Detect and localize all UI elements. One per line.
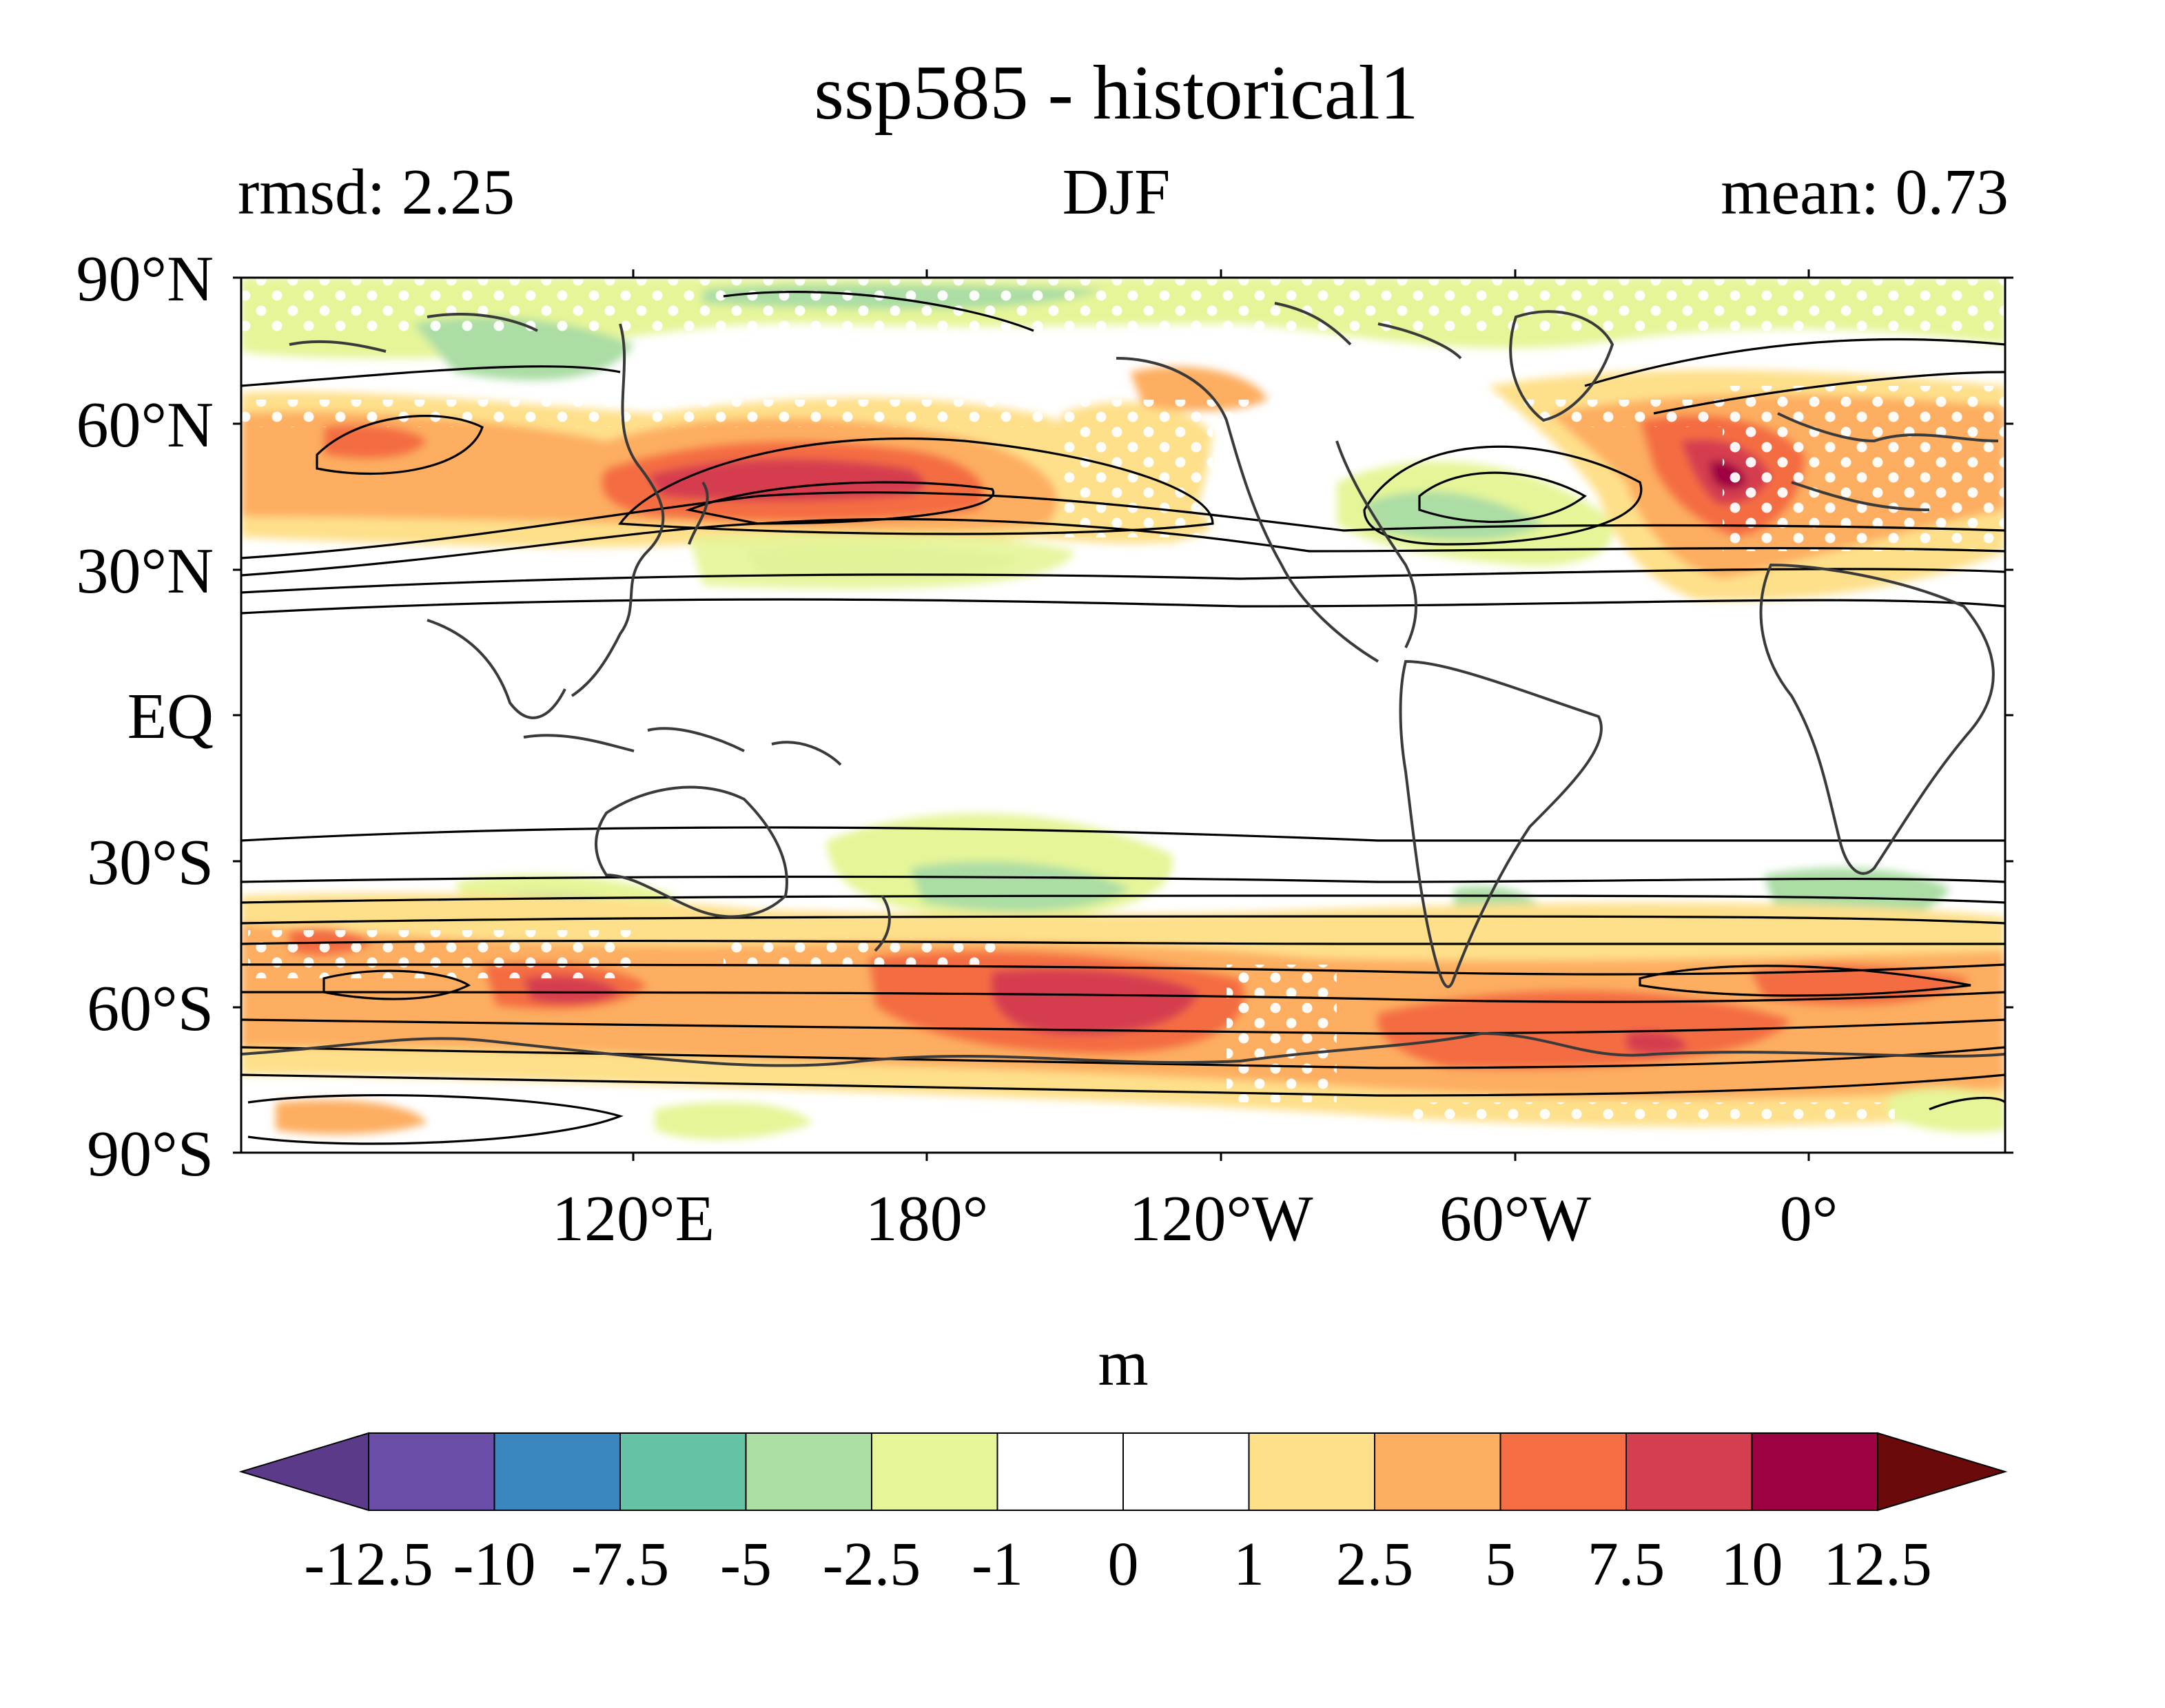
rmsd-label: rmsd: 2.25 [238,156,515,228]
lat-label-30s: 30°S [87,827,214,898]
colorbar-box [871,1432,998,1511]
lat-axis [233,276,2013,1154]
north-america-east [1335,440,1417,648]
sh-core-atlantic [1626,1031,1688,1056]
sh-core-indian [524,976,620,1004]
lon-label-0: 0° [1780,1183,1838,1255]
colorbar-tick-label: 7.5 [1588,1530,1665,1598]
colorbar-tick-label: -5 [720,1530,772,1598]
north-america-west [1116,357,1379,663]
new-zealand [874,894,891,952]
asia-east-coast [571,323,665,697]
colorbar-box [1625,1432,1753,1511]
colorbar-box [1248,1432,1375,1511]
lat-label-90s: 90°S [87,1118,214,1190]
indochina-coast [427,619,566,719]
colorbar-tick-label: -10 [453,1530,536,1598]
colorbar-extend-low [238,1432,369,1512]
lat-label-eq: EQ [127,681,214,752]
sh-core-pacific [991,969,1199,1036]
lon-tick-labels: 120°E 180° 120°W 60°W 0° [552,1183,1838,1255]
arctic-islands [289,302,1462,360]
nh-pacific-core [648,459,925,502]
lat-label-30n: 30°N [76,535,214,607]
lat-tick-labels: 90°N 60°N 30°N EQ 30°S 60°S 90°S [76,243,214,1190]
colorbar-tick-label: 2.5 [1336,1530,1414,1598]
plot-title: ssp585 - historical1 [814,50,1418,136]
lon-axis [632,269,1810,1161]
sh-pacific-green-core [910,861,1130,912]
sh-red-atlantic [1377,990,1792,1070]
antarctica [241,1031,2005,1067]
colorbar-box [1374,1432,1501,1511]
season-label: DJF [1063,156,1171,228]
colorbar-box [1751,1432,1878,1511]
contours [241,291,2005,1145]
colorbar-tick-label: -1 [972,1530,1023,1598]
colorbar-tick-label: 0 [1108,1530,1139,1598]
greenland [1509,310,1614,422]
colorbar-box [745,1432,872,1511]
colorbar-box [1499,1432,1627,1511]
japan-coast [688,481,709,545]
colorbar-tick-label: -7.5 [571,1530,669,1598]
colorbar-tick-label: -12.5 [304,1530,433,1598]
map-panel [241,278,2005,1153]
colorbar-box [996,1432,1124,1511]
coastlines [241,302,2005,1067]
colorbar-box [368,1432,495,1511]
sh-polar-yellow [276,1100,427,1135]
africa [1759,563,1995,875]
colorbar-tick-labels: -12.5 -10 -7.5 -5 -2.5 -1 0 1 2.5 5 7.5 10 12.5 [304,1530,1931,1598]
colorbar-tick-label: -2.5 [823,1530,921,1598]
colorbar-box [1122,1432,1250,1511]
colorbar-unit: m [1098,1328,1148,1399]
lat-label-60n: 60°N [76,389,214,461]
lat-label-60s: 60°S [87,973,214,1045]
lat-label-90n: 90°N [76,243,214,315]
colorbar-tick-label: 10 [1721,1530,1783,1598]
colorbar-tick-label: 1 [1233,1530,1264,1598]
shaded-field [241,278,2005,1140]
australia [595,785,788,918]
stippling [241,279,2005,1123]
colorbar-tick-label: 12.5 [1823,1530,1932,1598]
colorbar-extend-high [1877,1432,2008,1512]
mean-label: mean: 0.73 [1721,156,2009,228]
south-america [1399,659,1603,989]
lon-label-120w: 120°W [1129,1183,1313,1255]
sh-polar-green [655,1102,813,1140]
indonesia-islands [523,727,842,766]
lon-label-60w: 60°W [1439,1183,1592,1255]
colorbar-box [619,1432,747,1511]
europe-coast [1777,412,1999,511]
colorbar-box [493,1432,621,1511]
colorbar [238,1432,2008,1512]
lon-label-180: 180° [865,1183,989,1255]
colorbar-tick-label: 5 [1485,1530,1516,1598]
lon-label-120e: 120°E [552,1183,715,1255]
